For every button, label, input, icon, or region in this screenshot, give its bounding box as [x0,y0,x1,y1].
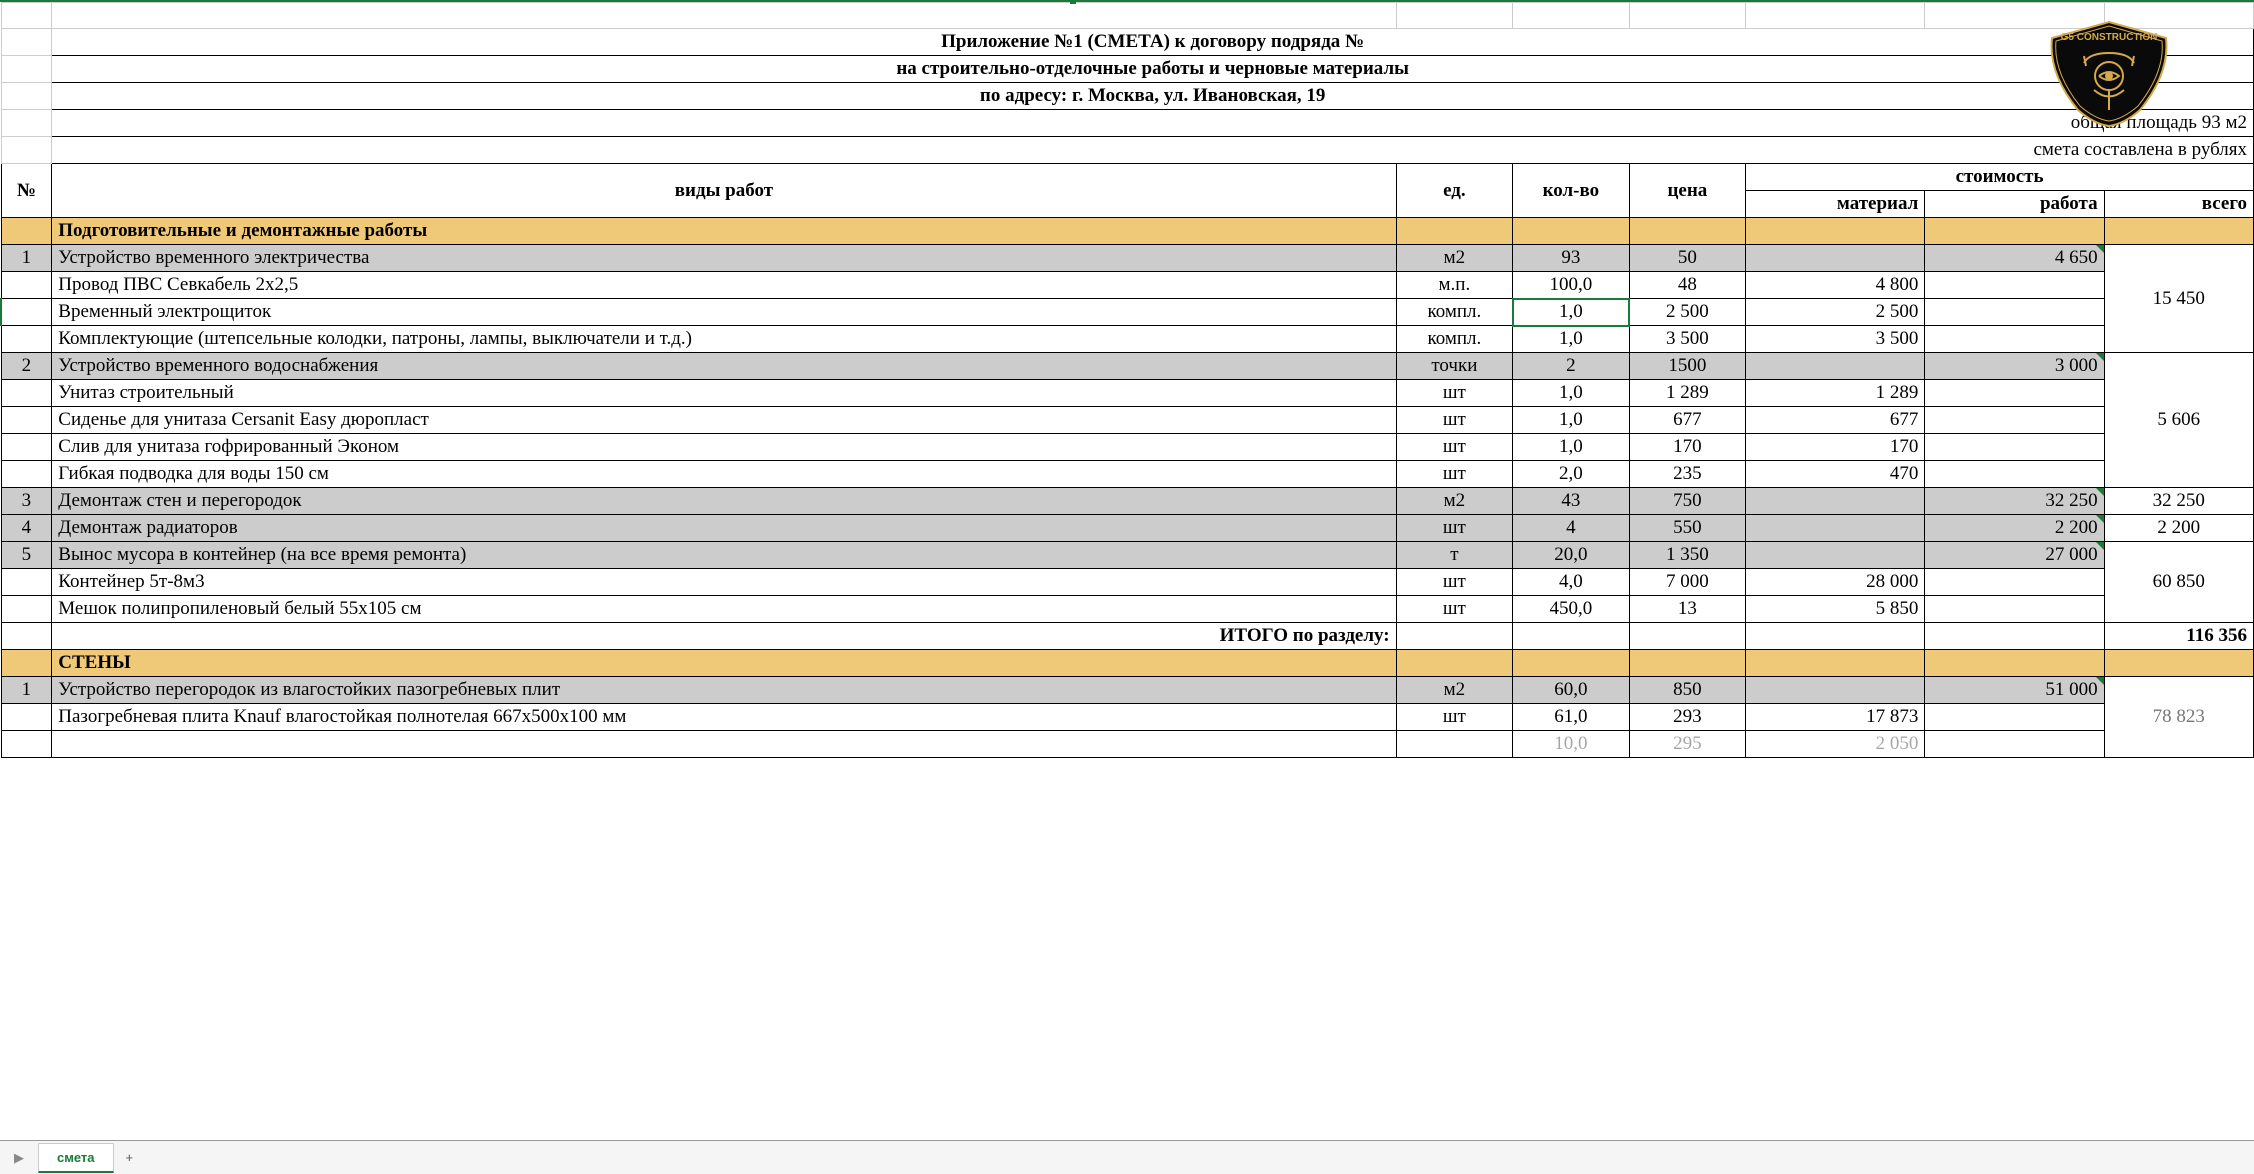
table-row[interactable]: 1 Устройство временного электричества м2… [1,245,2254,272]
table-row[interactable]: Сиденье для унитаза Cersanit Easy дюропл… [1,407,2254,434]
table-row[interactable]: 5 Вынос мусора в контейнер (на все время… [1,542,2254,569]
table-row[interactable]: Временный электрощитоккомпл.1,02 5002 50… [1,299,2254,326]
area-line: общая площадь 93 м2 [52,110,2254,137]
table-row[interactable]: 3Демонтаж стен и перегородокм24375032 25… [1,488,2254,515]
table-row[interactable]: Провод ПВС Севкабель 2х2,5м.п.100,0484 8… [1,272,2254,299]
section-total-row: ИТОГО по разделу:116 356 [1,623,2254,650]
col-mat: материал [1746,191,1925,218]
col-total: всего [2104,191,2253,218]
svg-text:G5 CONSTRUCTION: G5 CONSTRUCTION [2061,32,2158,43]
title-line-3: по адресу: г. Москва, ул. Ивановская, 19 [52,83,2254,110]
table-row[interactable]: 2 Устройство временного водоснабжения то… [1,353,2254,380]
table-row[interactable]: Гибкая подводка для воды 150 смшт2,02354… [1,461,2254,488]
sheet-nav-icon[interactable]: ▶ [0,1150,38,1166]
estimate-table: Приложение №1 (СМЕТА) к договору подряда… [0,2,2254,758]
section-header: Подготовительные и демонтажные работы [1,218,2254,245]
spreadsheet-viewport[interactable]: Приложение №1 (СМЕТА) к договору подряда… [0,0,2254,1140]
col-name: виды работ [52,164,1396,218]
title-line-1: Приложение №1 (СМЕТА) к договору подряда… [52,29,2254,56]
table-row[interactable]: Пазогребневая плита Knauf влагостойкая п… [1,704,2254,731]
col-cost: стоимость [1746,164,2254,191]
title-line-2: на строительно-отделочные работы и черно… [52,56,2254,83]
table-row[interactable]: 4Демонтаж радиаторовшт45502 2002 200 [1,515,2254,542]
col-work: работа [1925,191,2104,218]
table-row[interactable]: Слив для унитаза гофрированный Экономшт1… [1,434,2254,461]
table-row[interactable]: Унитаз строительныйшт1,01 2891 289 [1,380,2254,407]
sheet-tab-bar: ▶ смета + [0,1140,2254,1174]
col-ed: ед. [1396,164,1513,218]
col-num: № [1,164,52,218]
col-qty: кол-во [1513,164,1630,218]
table-row[interactable]: Мешок полипропиленовый белый 55х105 смшт… [1,596,2254,623]
col-price: цена [1629,164,1746,218]
company-logo: G5 CONSTRUCTION [2044,18,2174,128]
add-sheet-button[interactable]: + [114,1144,146,1171]
table-row[interactable]: Комплектующие (штепсельные колодки, патр… [1,326,2254,353]
currency-line: смета составлена в рублях [52,137,2254,164]
sheet-tab[interactable]: смета [38,1143,114,1173]
table-row[interactable]: 1 Устройство перегородок из влагостойких… [1,677,2254,704]
table-row[interactable]: Контейнер 5т-8м3шт4,07 00028 000 [1,569,2254,596]
section-header: СТЕНЫ [1,650,2254,677]
table-row[interactable]: 10,02952 050 [1,731,2254,758]
